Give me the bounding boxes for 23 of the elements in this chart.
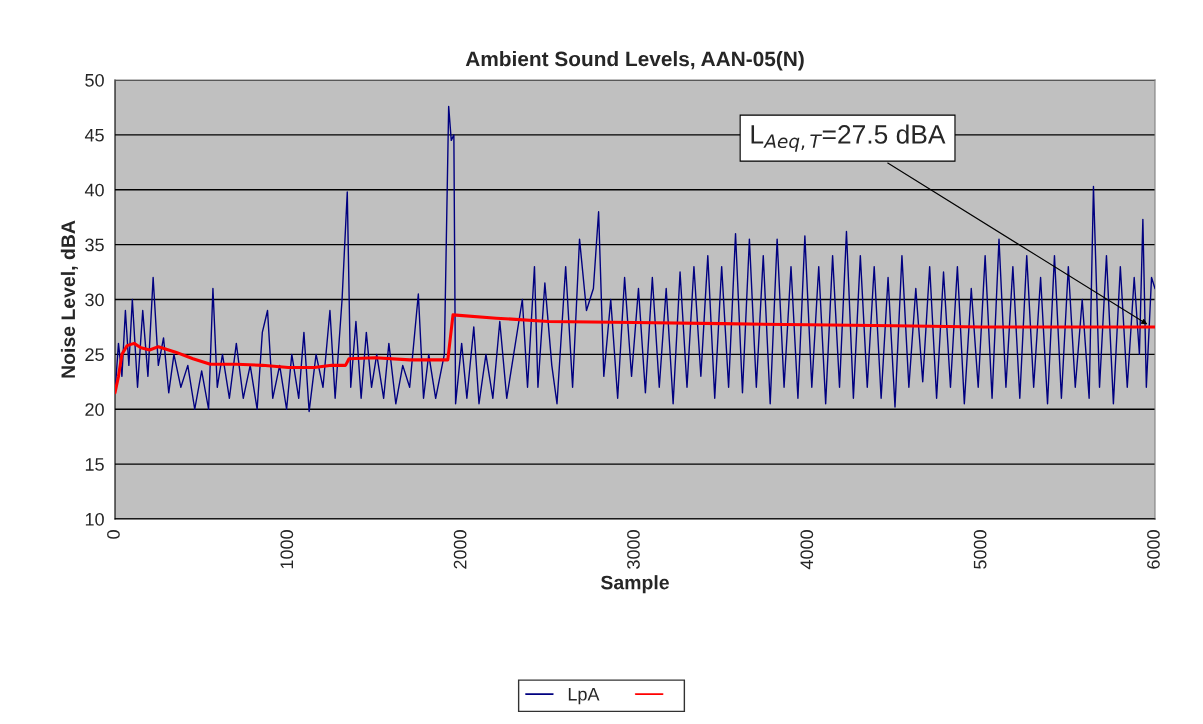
x-tick-label: 6000 [1147,530,1160,569]
y-tick-label: 45 [84,129,104,142]
x-tick-label: 5000 [973,530,987,569]
line-series [115,313,1155,395]
line-series [115,105,1155,413]
legend-label: LpA [568,687,600,705]
chart-title: Ambient Sound Levels, AAN-05(N) [465,51,804,71]
x-tick-label: 3000 [627,530,640,569]
y-tick-label: 35 [85,238,104,252]
y-tick-label: 15 [85,458,104,471]
y-tick-label: 40 [84,183,104,197]
x-tick-label: 1000 [280,530,294,569]
x-tick-label: 0 [107,530,120,539]
x-tick-label: 4000 [800,530,814,570]
y-tick-label: 10 [85,512,104,526]
annotation: L$_{Aeq,T}$=27.5 dBA [751,124,946,152]
y-axis-title: Noise Level, dBA [60,220,78,378]
y-tick-label: 25 [85,348,104,362]
y-tick-label: 20 [85,403,104,416]
x-tick-label: 2000 [453,530,467,569]
y-tick-label: 50 [85,73,104,87]
y-tick-label: 30 [85,293,104,307]
x-axis-title: Sample [600,575,669,594]
